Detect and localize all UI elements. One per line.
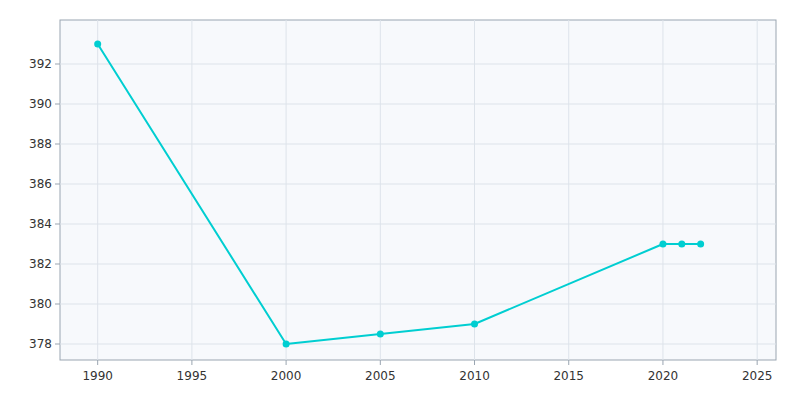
y-tick-label: 382 (29, 257, 52, 271)
x-grid-line (286, 20, 287, 360)
data-point (659, 241, 666, 248)
x-grid-line (662, 20, 663, 360)
y-tick-label: 388 (29, 137, 52, 151)
y-tick (55, 184, 60, 185)
y-tick (55, 224, 60, 225)
data-point (471, 321, 478, 328)
chart-svg: 378 380 382 384 386 388 390 392 1990 1995 2000 2005… (0, 0, 800, 400)
data-layer (94, 41, 704, 348)
y-grid-line (60, 344, 776, 345)
y-tick (55, 344, 60, 345)
y-tick (55, 264, 60, 265)
x-grid-line (568, 20, 569, 360)
data-point (678, 241, 685, 248)
y-grid-line (60, 184, 776, 185)
x-tick (568, 360, 569, 365)
data-point (377, 331, 384, 338)
y-grid-line (60, 224, 776, 225)
x-grid-line (380, 20, 381, 360)
y-grid-line (60, 264, 776, 265)
x-tick-label: 2015 (553, 369, 584, 383)
y-tick (55, 64, 60, 65)
x-tick-label: 2025 (742, 369, 773, 383)
y-tick-label: 386 (29, 177, 52, 191)
y-tick-label: 378 (29, 337, 52, 351)
x-grid-line (191, 20, 192, 360)
y-grid-line (60, 304, 776, 305)
y-tick (55, 304, 60, 305)
x-grid-line (474, 20, 475, 360)
y-grid-line (60, 104, 776, 105)
y-tick-label: 392 (29, 57, 52, 71)
plot-frame (60, 20, 776, 360)
x-tick-label: 2000 (271, 369, 302, 383)
x-grid-line (97, 20, 98, 360)
chart-container: 378 380 382 384 386 388 390 392 1990 1995 2000 2005… (0, 0, 800, 400)
y-tick (55, 104, 60, 105)
x-tick (97, 360, 98, 365)
y-tick (55, 144, 60, 145)
data-point (94, 41, 101, 48)
x-grid-line (757, 20, 758, 360)
y-grid-line (60, 144, 776, 145)
x-tick (757, 360, 758, 365)
x-tick (191, 360, 192, 365)
y-tick-label: 380 (29, 297, 52, 311)
y-tick-label: 384 (29, 217, 52, 231)
x-tick (286, 360, 287, 365)
x-tick (474, 360, 475, 365)
x-tick (380, 360, 381, 365)
x-tick (662, 360, 663, 365)
data-point (283, 341, 290, 348)
data-point (697, 241, 704, 248)
data-line (98, 44, 701, 344)
y-tick-label: 390 (29, 97, 52, 111)
grid (60, 20, 776, 360)
axes: 378 380 382 384 386 388 390 392 1990 1995 2000 2005… (29, 57, 772, 384)
x-tick-label: 2005 (365, 369, 396, 383)
x-tick-label: 2010 (459, 369, 490, 383)
x-tick-label: 2020 (648, 369, 679, 383)
x-tick-label: 1995 (177, 369, 208, 383)
y-grid-line (60, 64, 776, 65)
x-tick-label: 1990 (82, 369, 113, 383)
